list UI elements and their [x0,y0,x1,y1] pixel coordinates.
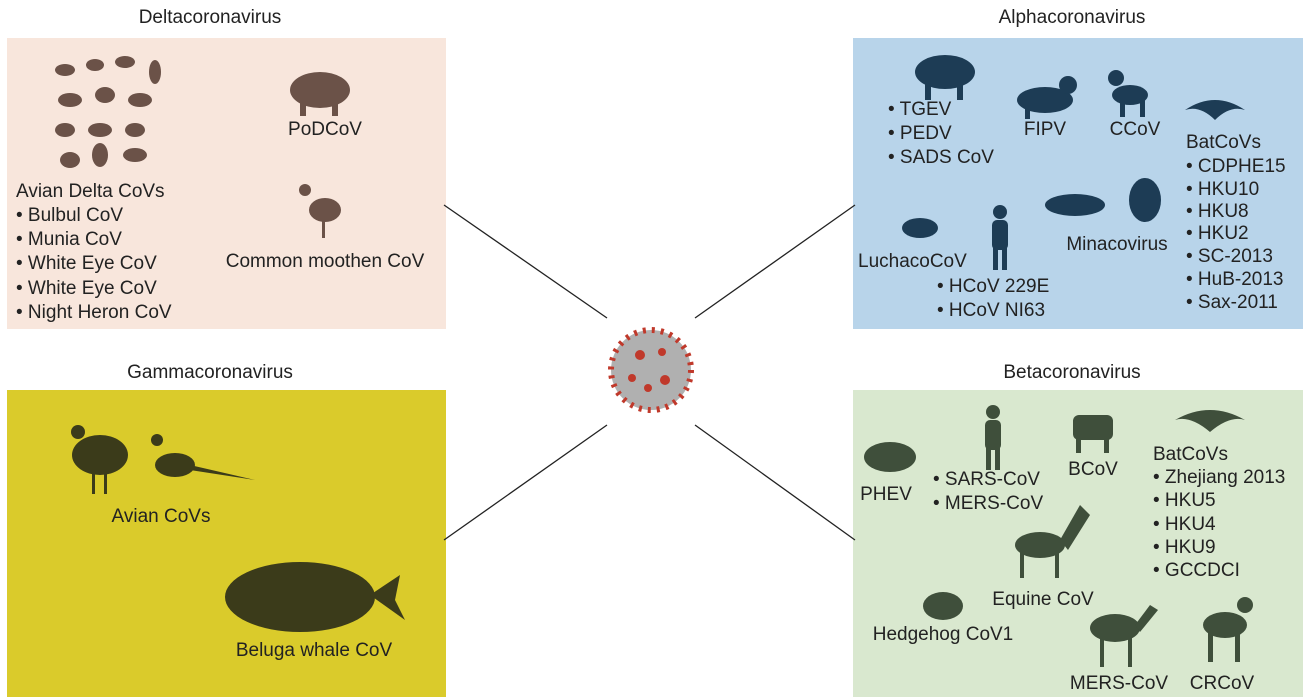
panel-title: Deltacoronavirus [139,7,282,28]
label: • Zhejiang 2013 [1153,467,1285,488]
connector [695,425,855,540]
label: • White Eye CoV [16,253,157,274]
label: CRCoV [1190,673,1255,694]
label: • MERS-CoV [933,493,1043,514]
label: • HKU9 [1153,537,1216,558]
connector [444,205,607,318]
label: • HCoV NI63 [937,300,1045,321]
label: • Night Heron CoV [16,302,172,323]
label: BCoV [1068,459,1118,480]
connector [695,205,855,318]
label: • Munia CoV [16,229,122,250]
label: • HuB-2013 [1186,269,1284,290]
label: • HKU4 [1153,514,1216,535]
panel-title: Alphacoronavirus [999,7,1146,28]
label: • HKU10 [1186,179,1259,200]
connector [444,425,607,540]
label: MERS-CoV [1070,673,1169,694]
label: PHEV [860,484,912,505]
label: • TGEV [888,99,952,120]
label: • HKU2 [1186,223,1249,244]
label: BatCoVs [1186,132,1261,153]
diagram: Deltacoronavirus Avian Delta CoVs • Bulbul… [0,0,1311,697]
label: • SC-2013 [1186,246,1273,267]
label: Avian Delta CoVs [16,181,165,202]
label: Equine CoV [992,589,1094,610]
label: Avian CoVs [112,506,211,527]
label: BatCoVs [1153,444,1228,465]
label: • HCoV 229E [937,276,1049,297]
virus [611,330,691,410]
label: CCoV [1110,119,1161,140]
panel-title: Gammacoronavirus [127,362,293,383]
label: Minacovirus [1066,234,1167,255]
label: • Bulbul CoV [16,205,123,226]
page: Deltacoronavirus Avian Delta CoVs • Bulbul… [0,0,1311,697]
label: • HKU8 [1186,201,1249,222]
label: Beluga whale CoV [236,640,393,661]
label: • CDPHE15 [1186,156,1286,177]
label: LuchacoCoV [858,251,967,272]
panel-title: Betacoronavirus [1003,362,1140,383]
label: • Sax-2011 [1186,292,1278,313]
label: Common moothen CoV [226,251,425,272]
label: Hedgehog CoV1 [873,624,1014,645]
label: • HKU5 [1153,490,1216,511]
label: • White Eye CoV [16,278,157,299]
label: • GCCDCI [1153,560,1240,581]
label: • SARS-CoV [933,469,1040,490]
label: • SADS CoV [888,147,994,168]
label: PoDCoV [288,119,362,140]
label: FIPV [1024,119,1067,140]
label: • PEDV [888,123,952,144]
